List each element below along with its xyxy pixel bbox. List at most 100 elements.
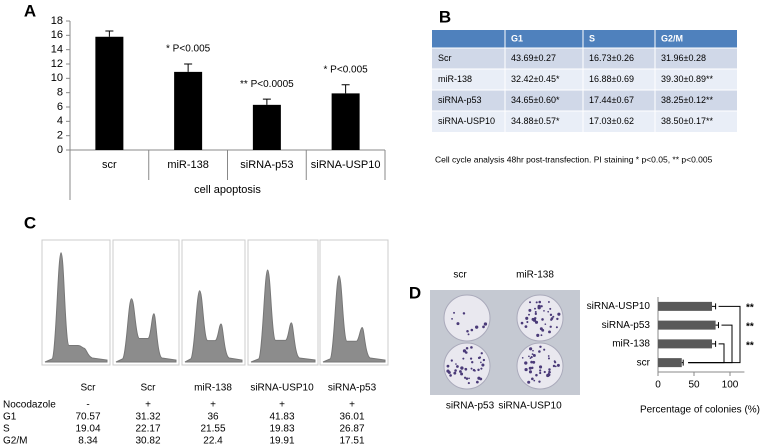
colony: [537, 304, 541, 309]
colony: [470, 346, 473, 349]
colony: [526, 321, 529, 324]
colony: [557, 312, 561, 316]
colony: [528, 366, 532, 370]
colony: [536, 333, 540, 337]
colony: [532, 349, 534, 352]
histogram: [44, 252, 108, 363]
colony: [543, 348, 546, 351]
colony: [521, 357, 524, 359]
table-cell: 17.44±0.67: [589, 95, 634, 105]
table-cell: 39.30±0.89**: [661, 74, 713, 84]
table-cell: 8.34: [78, 436, 98, 445]
colony: [534, 307, 536, 310]
colony: [528, 313, 530, 316]
table-header: G2/M: [661, 33, 683, 43]
table-cell: -: [86, 400, 89, 411]
colony: [530, 360, 533, 364]
colony: [527, 380, 531, 384]
colony: [532, 353, 536, 357]
dish: [516, 294, 564, 342]
colony: [473, 369, 476, 372]
colony: [528, 370, 533, 374]
colony: [547, 355, 550, 357]
colony: [534, 320, 539, 324]
colony: [539, 345, 542, 348]
colony: [470, 328, 474, 332]
table-cell: 16.88±0.69: [589, 74, 634, 84]
x-axis-label: Percentage of colonies (%): [640, 405, 760, 416]
colony: [552, 315, 555, 318]
y-tick-label: 18: [51, 15, 63, 27]
colony: [525, 316, 529, 320]
column-label: Scr: [81, 383, 97, 394]
error-bar: [341, 84, 350, 94]
error-bar: [681, 359, 684, 366]
column-label: Scr: [141, 383, 157, 394]
x-axis-label: cell apoptosis: [194, 184, 261, 196]
colony: [546, 373, 550, 378]
colony: [477, 368, 480, 372]
table-cell: 41.83: [269, 412, 294, 423]
colony: [469, 357, 473, 360]
y-tick-label: 14: [51, 44, 63, 56]
x-tick-label: scr: [102, 159, 117, 171]
y-tick-label: 0: [57, 144, 63, 156]
colony: [543, 370, 546, 374]
bar: [174, 71, 203, 150]
colony: [541, 318, 544, 321]
colony: [544, 323, 547, 325]
significance-label: ** P<0.0005: [240, 79, 294, 90]
bar: [95, 36, 124, 151]
colony: [533, 317, 537, 320]
colony: [455, 363, 457, 365]
y-tick-label: 12: [51, 58, 63, 70]
colony: [471, 361, 474, 364]
colony: [483, 322, 488, 326]
colony: [553, 360, 556, 363]
table-caption: Cell cycle analysis 48hr post-transfecti…: [435, 154, 713, 164]
table-cell: miR-138: [438, 74, 472, 84]
error-bar: [712, 303, 717, 310]
x-tick-label: siRNA-p53: [240, 159, 293, 171]
table-cell: +: [210, 400, 216, 411]
colony: [456, 365, 459, 368]
dish-label: scr: [453, 270, 467, 281]
colony: [529, 301, 532, 304]
colony: [453, 311, 455, 314]
error-bar: [712, 340, 717, 347]
colony: [467, 333, 470, 336]
colony: [475, 325, 479, 329]
colony: [462, 349, 467, 353]
colony: [463, 376, 467, 379]
table-cell: Scr: [438, 53, 452, 63]
table-cell: 19.83: [269, 424, 294, 435]
colony: [524, 367, 528, 372]
significance-label: * P<0.005: [166, 44, 211, 55]
colony: [548, 368, 551, 371]
error-bar: [184, 63, 193, 72]
table-cell: 19.91: [269, 436, 294, 445]
table-cell: 26.87: [339, 424, 364, 435]
table-cell: 22.4: [203, 436, 223, 445]
colony: [532, 360, 536, 364]
table-cell: 32.42±0.45*: [511, 74, 560, 84]
table-cell: 21.55: [200, 424, 225, 435]
table-cell: 34.88±0.57*: [511, 116, 560, 126]
row-label: G2/M: [3, 436, 27, 445]
table-cell: +: [279, 400, 285, 411]
colony: [449, 374, 452, 377]
colony: [482, 358, 486, 362]
colony: [528, 355, 530, 358]
histogram: [250, 269, 316, 363]
colony: [456, 322, 460, 326]
panel-label: C: [24, 213, 36, 232]
table-row-bg: [432, 69, 737, 90]
colony: [529, 347, 533, 351]
significance-label: **: [746, 322, 754, 333]
colony: [540, 305, 543, 308]
colony: [482, 364, 485, 366]
colony: [549, 325, 552, 328]
colony: [460, 366, 464, 370]
colony: [464, 368, 467, 370]
